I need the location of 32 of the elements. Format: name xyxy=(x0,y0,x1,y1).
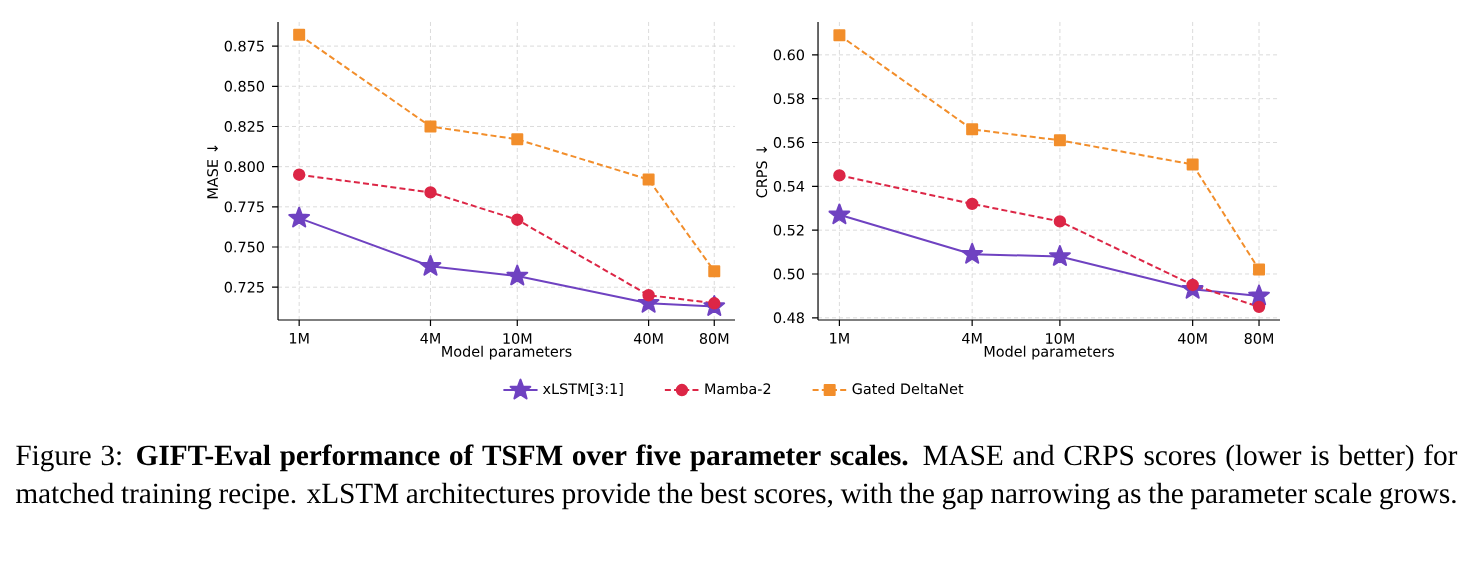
y-tick-label: 0.58 xyxy=(773,93,804,105)
y-tick-label: 0.875 xyxy=(224,40,264,52)
y-tick-label: 0.800 xyxy=(224,161,265,173)
y-axis-title: MASE ↓ xyxy=(207,145,218,199)
caption: Figure 3: GIFT-Eval performance of TSFM over five parameter scales. MASE and CRPS scores (lower is better) for matched training recipe. xLSTM architectures provide the best scores, with the gap narrowing as the parameter scale grows. xyxy=(16,444,1458,510)
y-tick-label: 0.56 xyxy=(773,137,805,148)
y-tick-label: 0.775 xyxy=(224,201,264,213)
legend-label: xLSTM[3:1] xyxy=(542,383,623,396)
y-tick-label: 0.48 xyxy=(773,312,804,324)
y-tick-label: 0.825 xyxy=(224,121,264,132)
y-tick-label: 0.60 xyxy=(773,49,805,61)
x-tick-label: 80M xyxy=(1244,333,1273,344)
y-tick-label: 0.725 xyxy=(224,281,264,293)
y-axis-title: CRPS ↓ xyxy=(756,146,768,198)
y-tick-label: 0.52 xyxy=(773,224,804,236)
x-tick-label: 80M xyxy=(699,333,729,344)
x-axis-title: Model parameters xyxy=(984,345,1114,360)
x-tick-label: 40M xyxy=(1177,333,1207,344)
x-axis-title: Model parameters xyxy=(442,345,572,360)
x-tick-label: 4M xyxy=(420,333,440,344)
y-tick-label: 0.750 xyxy=(224,241,265,253)
y-tick-label: 0.850 xyxy=(224,80,265,92)
legend-label: Gated DeltaNet xyxy=(852,383,964,395)
x-tick-label: 4M xyxy=(962,333,982,344)
x-tick-label: 1M xyxy=(830,333,849,344)
y-tick-label: 0.54 xyxy=(773,180,805,192)
x-tick-label: 10M xyxy=(1046,333,1074,344)
legend-label: Mamba-2 xyxy=(705,383,771,395)
x-tick-label: 10M xyxy=(503,333,532,344)
x-tick-label: 1M xyxy=(289,333,309,344)
x-tick-label: 40M xyxy=(633,333,663,344)
y-tick-label: 0.50 xyxy=(773,268,805,280)
